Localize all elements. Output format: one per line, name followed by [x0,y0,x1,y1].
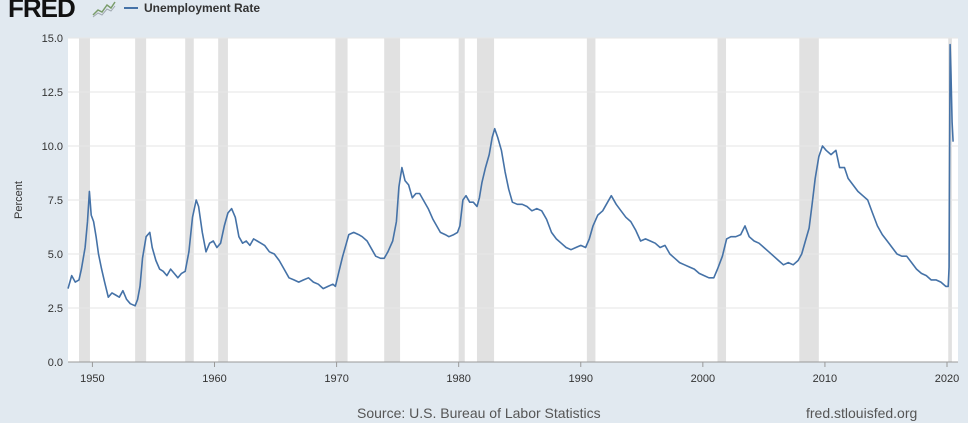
y-tick-label: 0.0 [48,357,63,369]
source-note: Source: U.S. Bureau of Labor Statistics [357,405,601,421]
x-tick-label: 1980 [446,373,470,385]
y-tick-label: 10.0 [42,141,63,153]
y-axis-label: Percent [13,181,25,219]
y-tick-label: 15.0 [42,33,63,45]
y-tick-label: 5.0 [48,249,63,261]
legend-label: Unemployment Rate [144,1,261,15]
axes: 0.0 2.5 5.0 7.5 10.0 12.5 15.0 1950 1960 1970 1980… [42,33,960,385]
series-layer [67,43,954,307]
fred-logo[interactable]: FRED [8,0,76,23]
x-tick-label: 2010 [813,373,837,385]
y-tick-label: 2.5 [48,303,63,315]
x-tick-label: 1960 [202,373,226,385]
y-tick-label: 12.5 [42,87,63,99]
y-tick-label: 7.5 [48,195,63,207]
x-tick-label: 2000 [691,373,715,385]
fred-url-link[interactable]: fred.stlouisfed.org [806,405,918,421]
chart-header: FRED Unemployment Rate [0,0,968,23]
x-tick-label: 2020 [935,373,959,385]
x-tick-label: 1970 [324,373,348,385]
fred-logo-graph-icon [92,0,116,18]
x-tick-label: 1990 [569,373,593,385]
chart-legend: Unemployment Rate [124,1,260,15]
x-tick-label: 1950 [80,373,104,385]
series-line-unemployment-rate [67,43,954,307]
legend-swatch [124,7,138,9]
